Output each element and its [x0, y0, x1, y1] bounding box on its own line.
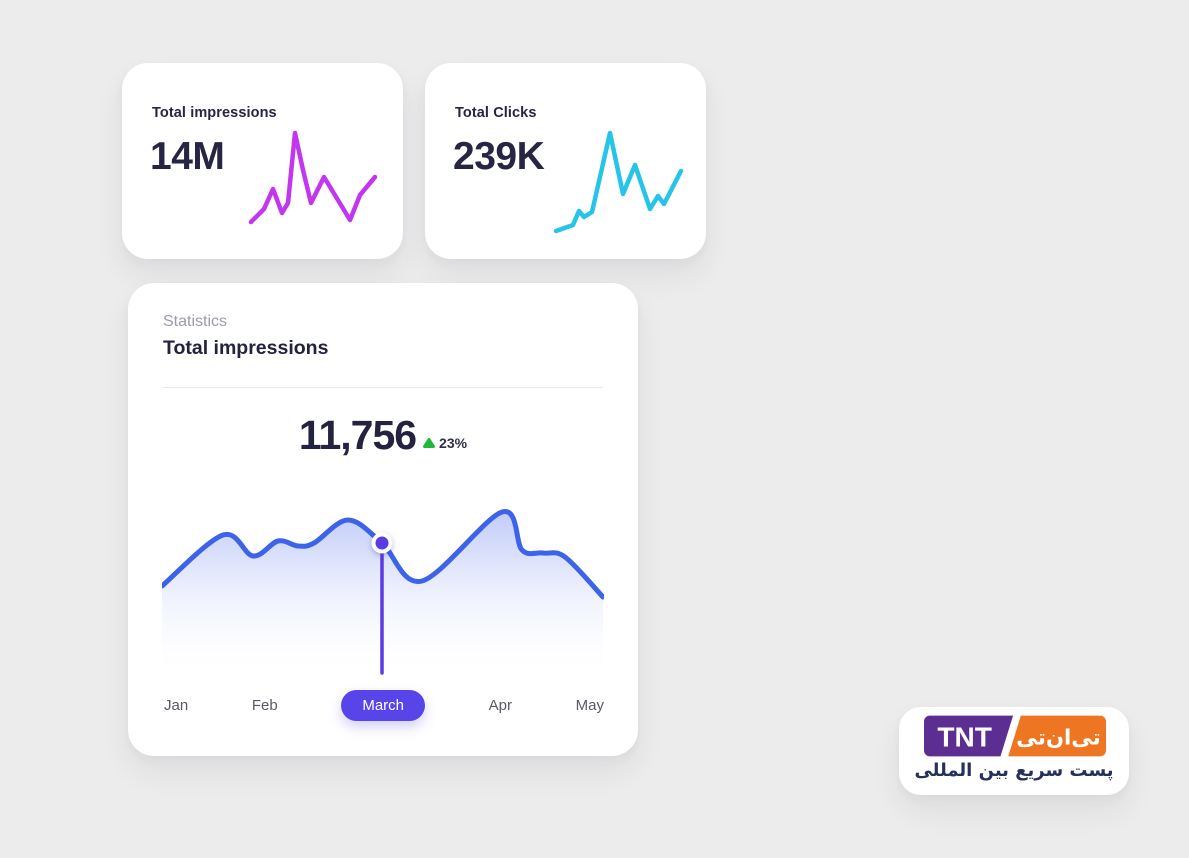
chart-marker-dot[interactable] [371, 532, 393, 554]
tnt-logo-text-farsi: تی‌ان‌تی [1016, 726, 1101, 751]
trend-percentage: 23% [439, 435, 468, 451]
divider [163, 387, 603, 388]
impressions-sparkline-path [248, 130, 378, 225]
trend-up-icon [423, 438, 436, 448]
tnt-logo-orange-shape [1008, 715, 1106, 757]
brand-tagline: پست سریع بین المللی [914, 760, 1114, 781]
tnt-logo: TNT تی‌ان‌تی [924, 715, 1106, 757]
month-jan[interactable]: Jan [164, 696, 189, 714]
month-apr[interactable]: Apr [488, 696, 512, 714]
trend-badge: 23% [423, 435, 467, 456]
month-march-selected[interactable]: March [341, 689, 426, 721]
chart-line [162, 509, 604, 600]
tnt-logo-purple-shape [924, 715, 1014, 757]
kpi-value-impressions: 14M [150, 135, 225, 178]
clicks-sparkline [553, 130, 684, 234]
tnt-logo-text: TNT [937, 722, 992, 753]
impressions-sparkline [248, 130, 378, 225]
month-selector: Jan Feb March Apr May [164, 689, 604, 721]
month-feb[interactable]: Feb [251, 696, 278, 714]
statistics-title: Total impressions [163, 337, 329, 359]
kpi-card-impressions: Total impressions 14M [122, 63, 403, 259]
kpi-label-clicks: Total Clicks [455, 105, 537, 121]
impressions-area-chart [162, 509, 604, 680]
kpi-label-impressions: Total impressions [152, 105, 277, 121]
kpi-card-clicks: Total Clicks 239K [425, 63, 706, 259]
current-value: 11,756 [298, 412, 417, 458]
current-value-row: 11,756 23% [128, 415, 638, 456]
clicks-sparkline-path [553, 130, 684, 234]
statistics-card: Statistics Total impressions 11,756 23% … [128, 283, 638, 756]
brand-card: TNT تی‌ان‌تی پست سریع بین المللی [899, 707, 1129, 795]
kpi-value-clicks: 239K [453, 135, 545, 178]
statistics-eyebrow: Statistics [163, 313, 228, 330]
month-may[interactable]: May [575, 696, 604, 714]
